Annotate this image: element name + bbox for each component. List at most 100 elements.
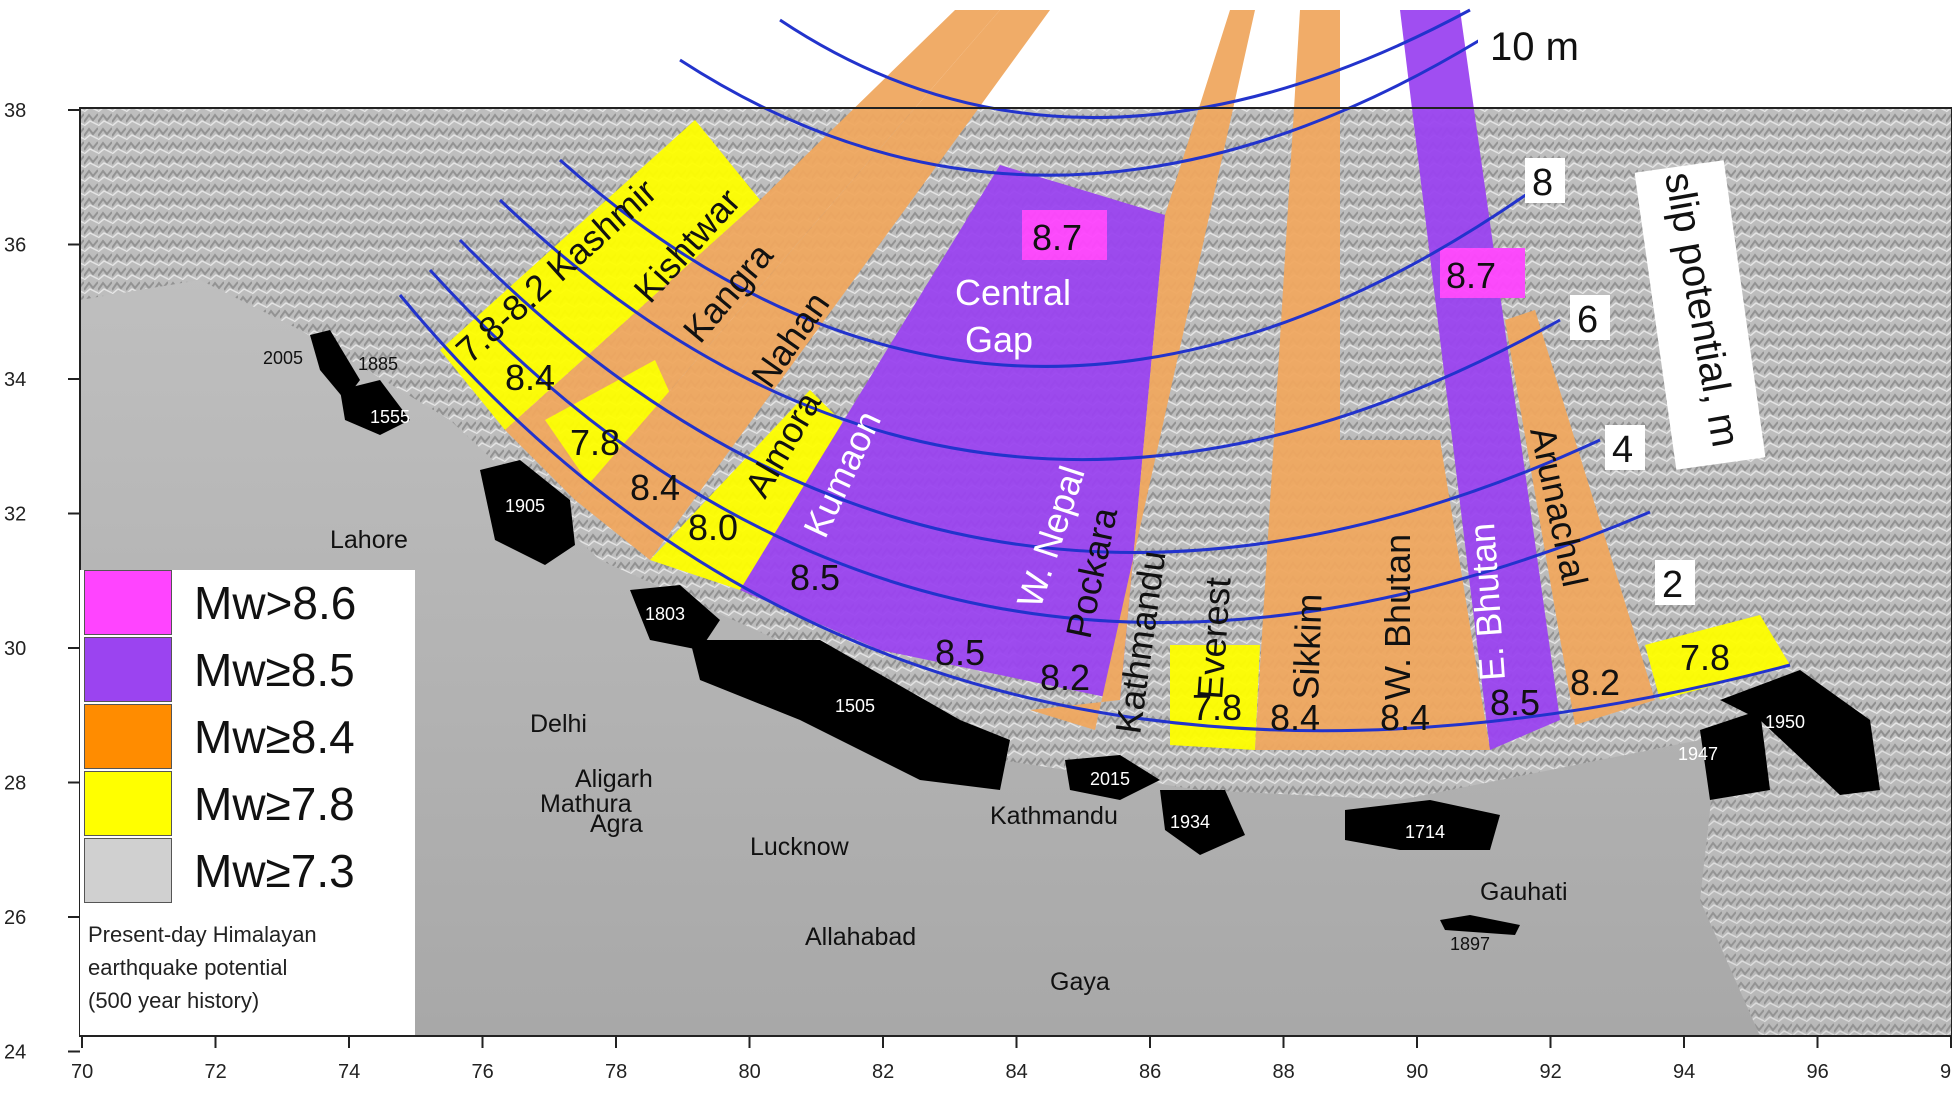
x-tick-label: 82 [872,1061,894,1083]
y-tick-label: 34 [4,369,26,391]
legend-swatch [84,838,172,903]
contour-label-4: 4 [1612,429,1633,471]
y-tick-label: 38 [4,100,26,122]
legend-caption: Present-day Himalayan earthquake potenti… [88,918,408,1017]
slip-contours [398,8,1791,733]
y-tick-label: 30 [4,638,26,660]
year-1905: 1905 [505,496,545,516]
legend-label: Mw≥7.3 [194,845,355,897]
sikkim-label: Sikkim [1285,593,1330,700]
legend-label: Mw≥7.8 [194,778,355,830]
y-axis: 38 36 34 32 30 28 26 24 [4,100,80,1064]
segment-wbhutan [1340,440,1490,750]
x-tick-label: 70 [71,1061,93,1083]
legend-label: Mw>8.6 [194,577,357,629]
contour-8 [559,158,1541,368]
contour-6 [498,198,1561,462]
contour-label-10: 10 m [1490,25,1579,69]
segment-almora [650,390,860,590]
patch-1934 [1160,790,1245,855]
patch-1950 [1720,670,1880,795]
y-tick-label: 24 [4,1042,26,1064]
legend-item: Mw≥7.3 [84,838,414,903]
y-tick-label: 32 [4,504,26,526]
x-tick-label: 78 [605,1061,627,1083]
patch-1714 [1345,800,1500,850]
rupture-years: 2005 1885 1555 1905 1803 1505 2015 1934 … [263,348,1805,954]
patch-1803 [630,585,720,650]
city-kathmandu: Kathmandu [990,802,1118,830]
year-1897: 1897 [1450,934,1490,954]
patch-1897 [1440,915,1520,935]
everest-value: 7.8 [1192,687,1242,728]
x-tick-label: 80 [739,1061,761,1083]
legend-swatch [84,637,172,702]
segment-pockara [1030,10,1255,730]
arunachal-value: 8.2 [1570,662,1620,703]
nahan-value: 8.4 [630,467,680,508]
central-gap-label-1: Central [955,272,1071,313]
x-tick-label: 88 [1273,1061,1295,1083]
year-1555: 1555 [370,407,410,427]
contour-2 [428,268,1651,624]
contour-label-8: 8 [1532,162,1553,204]
segment-east [1645,615,1790,700]
kumaon-value: 8.5 [790,557,840,598]
segment-arunachal [1505,310,1655,725]
everest-label: Everest [1189,576,1238,701]
contour-border [398,294,1791,733]
x-tick-label: 76 [472,1061,494,1083]
wnepal-value: 8.5 [935,632,985,673]
segment-nahan [575,10,1050,560]
rupture-patches [310,330,1880,935]
patch-2015 [1065,755,1160,800]
ebhutan-top-value: 8.7 [1446,255,1496,296]
legend: Mw>8.6 Mw≥8.5 Mw≥8.4 Mw≥7.8 Mw≥7.3 Present-d… [80,570,415,1035]
city-mathura: Mathura [540,790,632,818]
year-1803: 1803 [645,604,685,624]
year-2015: 2015 [1090,769,1130,789]
y-tick-label: 36 [4,235,26,257]
contour-label-6: 6 [1577,299,1598,341]
year-1885: 1885 [358,354,398,374]
year-1505: 1505 [835,696,875,716]
x-axis: 70 72 74 76 78 80 82 84 86 88 90 92 94 96 98 [71,1036,1952,1083]
x-tick-label: 96 [1807,1061,1829,1083]
caption-line-2: earthquake potential [88,955,288,980]
year-2005: 2005 [263,348,303,368]
pockara-value: 8.2 [1040,657,1090,698]
patch-1905 [480,460,575,565]
contour-label-2: 2 [1662,564,1683,606]
rupture-segments [440,10,1790,750]
x-tick-label: 94 [1673,1061,1695,1083]
legend-item: Mw>8.6 [84,570,414,635]
almora-value: 8.0 [688,507,738,548]
year-1950: 1950 [1765,712,1805,732]
central-value: 8.7 [1032,217,1082,258]
city-labels: Lahore Delhi Aligarh Mathura Agra Luckno… [330,526,1568,996]
city-aligarh: Aligarh [575,765,653,793]
year-1934: 1934 [1170,812,1210,832]
badge-ebhutan-87 [1440,248,1525,298]
patch-1505 [690,640,1010,790]
contour-10 [679,38,1481,177]
segment-kashmir [440,120,760,430]
city-gaya: Gaya [1050,968,1110,996]
legend-swatch [84,771,172,836]
badge-central-87 [1022,210,1107,260]
caption-line-3: (500 year history) [88,988,260,1013]
city-allahabad: Allahabad [805,923,916,951]
contour-4 [458,238,1601,554]
city-gauhati: Gauhati [1480,878,1568,906]
legend-swatch [84,704,172,769]
ebhutan-value: 8.5 [1490,682,1540,723]
x-tick-label: 86 [1139,1061,1161,1083]
city-delhi: Delhi [530,710,587,738]
sikkim-value: 8.4 [1270,697,1320,738]
legend-item: Mw≥8.5 [84,637,414,702]
patch-1555 [340,380,410,435]
x-tick-label: 72 [205,1061,227,1083]
x-tick-label: 90 [1406,1061,1428,1083]
city-agra: Agra [590,810,643,838]
